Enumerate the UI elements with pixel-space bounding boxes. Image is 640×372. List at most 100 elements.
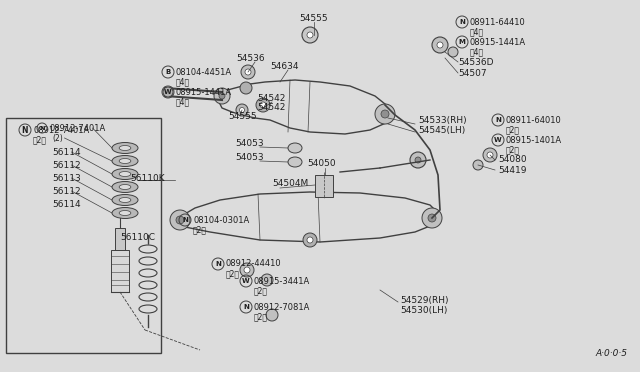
Text: 56114: 56114	[52, 148, 81, 157]
Text: 56112: 56112	[52, 186, 81, 196]
Text: 〈2〉: 〈2〉	[506, 145, 520, 154]
Text: N: N	[22, 125, 28, 135]
Circle shape	[176, 216, 184, 224]
Text: 08915-1401A: 08915-1401A	[506, 135, 562, 144]
Circle shape	[236, 104, 248, 116]
Text: N: N	[182, 217, 188, 223]
Ellipse shape	[112, 195, 138, 205]
Text: 56110C: 56110C	[120, 232, 155, 241]
Text: 08912-7081A: 08912-7081A	[254, 302, 310, 311]
Circle shape	[245, 69, 251, 75]
Circle shape	[241, 65, 255, 79]
Circle shape	[473, 160, 483, 170]
Text: 54507: 54507	[458, 68, 486, 77]
Text: W: W	[164, 89, 172, 95]
Bar	[6, 118, 161, 353]
Text: 54533(RH): 54533(RH)	[418, 115, 467, 125]
Text: 08912-7401A: 08912-7401A	[49, 124, 105, 132]
Text: 〈4〉: 〈4〉	[176, 77, 190, 87]
Text: 08911-64010: 08911-64010	[506, 115, 562, 125]
Text: 08912-7401A: 08912-7401A	[33, 125, 89, 135]
Circle shape	[415, 157, 421, 163]
Text: 54053: 54053	[235, 138, 264, 148]
Circle shape	[437, 42, 443, 48]
Ellipse shape	[288, 143, 302, 153]
Text: 08104-4451A: 08104-4451A	[176, 67, 232, 77]
Ellipse shape	[119, 171, 131, 176]
Text: 54545(LH): 54545(LH)	[418, 125, 465, 135]
Circle shape	[307, 32, 313, 38]
Text: 54542: 54542	[257, 93, 285, 103]
Text: W: W	[494, 137, 502, 143]
Ellipse shape	[119, 198, 131, 202]
Text: 54419: 54419	[498, 166, 527, 174]
Text: (2): (2)	[52, 134, 63, 142]
Ellipse shape	[119, 145, 131, 151]
Circle shape	[260, 102, 266, 108]
Text: M: M	[459, 39, 465, 45]
Text: 54080: 54080	[498, 154, 527, 164]
Circle shape	[256, 98, 270, 112]
Circle shape	[428, 214, 436, 222]
Text: 54555: 54555	[300, 13, 328, 22]
Bar	[111, 250, 129, 292]
Circle shape	[381, 110, 389, 118]
Bar	[315, 175, 333, 197]
Ellipse shape	[112, 208, 138, 218]
Text: 54536D: 54536D	[458, 58, 493, 67]
Circle shape	[239, 108, 244, 112]
Text: 54050: 54050	[308, 158, 336, 167]
Text: 08915-1441A: 08915-1441A	[470, 38, 526, 46]
Circle shape	[244, 267, 250, 273]
Text: W: W	[242, 278, 250, 284]
Text: 〈4〉: 〈4〉	[176, 97, 190, 106]
Circle shape	[432, 37, 448, 53]
Text: 54555: 54555	[228, 112, 257, 121]
Text: B: B	[165, 69, 171, 75]
Text: 54053: 54053	[235, 153, 264, 161]
Circle shape	[483, 148, 497, 162]
Text: 〈2〉: 〈2〉	[226, 269, 240, 279]
Ellipse shape	[119, 158, 131, 163]
Text: A·0·0·5: A·0·0·5	[595, 349, 627, 358]
Text: 〈2〉: 〈2〉	[193, 225, 207, 234]
Circle shape	[214, 88, 230, 104]
Text: 56114: 56114	[52, 199, 81, 208]
Ellipse shape	[119, 211, 131, 215]
Text: 〈2〉: 〈2〉	[254, 312, 268, 321]
Text: N: N	[459, 19, 465, 25]
Text: 54530(LH): 54530(LH)	[400, 305, 447, 314]
Text: N: N	[495, 117, 501, 123]
Circle shape	[163, 87, 173, 97]
Text: 〈2〉: 〈2〉	[506, 125, 520, 135]
Text: 56112: 56112	[52, 160, 81, 170]
Circle shape	[240, 263, 254, 277]
Circle shape	[240, 82, 252, 94]
Text: 〈4〉: 〈4〉	[470, 28, 484, 36]
Circle shape	[266, 309, 278, 321]
Circle shape	[410, 152, 426, 168]
Text: 〈2〉: 〈2〉	[254, 286, 268, 295]
Text: 08104-0301A: 08104-0301A	[193, 215, 249, 224]
Text: 08915-3441A: 08915-3441A	[254, 276, 310, 285]
Ellipse shape	[119, 185, 131, 189]
Text: 08915-1441A: 08915-1441A	[176, 87, 232, 96]
Text: 54634: 54634	[271, 61, 300, 71]
Ellipse shape	[112, 182, 138, 192]
Text: 56113: 56113	[52, 173, 81, 183]
Text: 54536: 54536	[237, 54, 266, 62]
Bar	[115, 228, 125, 250]
Text: N: N	[39, 125, 45, 131]
Circle shape	[303, 233, 317, 247]
Text: 54504M: 54504M	[272, 179, 308, 187]
Ellipse shape	[112, 169, 138, 180]
Text: N: N	[243, 304, 249, 310]
Text: 56110K: 56110K	[130, 173, 164, 183]
Circle shape	[448, 47, 458, 57]
Text: 54542: 54542	[257, 103, 285, 112]
Circle shape	[261, 274, 273, 286]
Circle shape	[375, 104, 395, 124]
Circle shape	[422, 208, 442, 228]
Circle shape	[307, 237, 313, 243]
Text: 08911-64410: 08911-64410	[470, 17, 525, 26]
